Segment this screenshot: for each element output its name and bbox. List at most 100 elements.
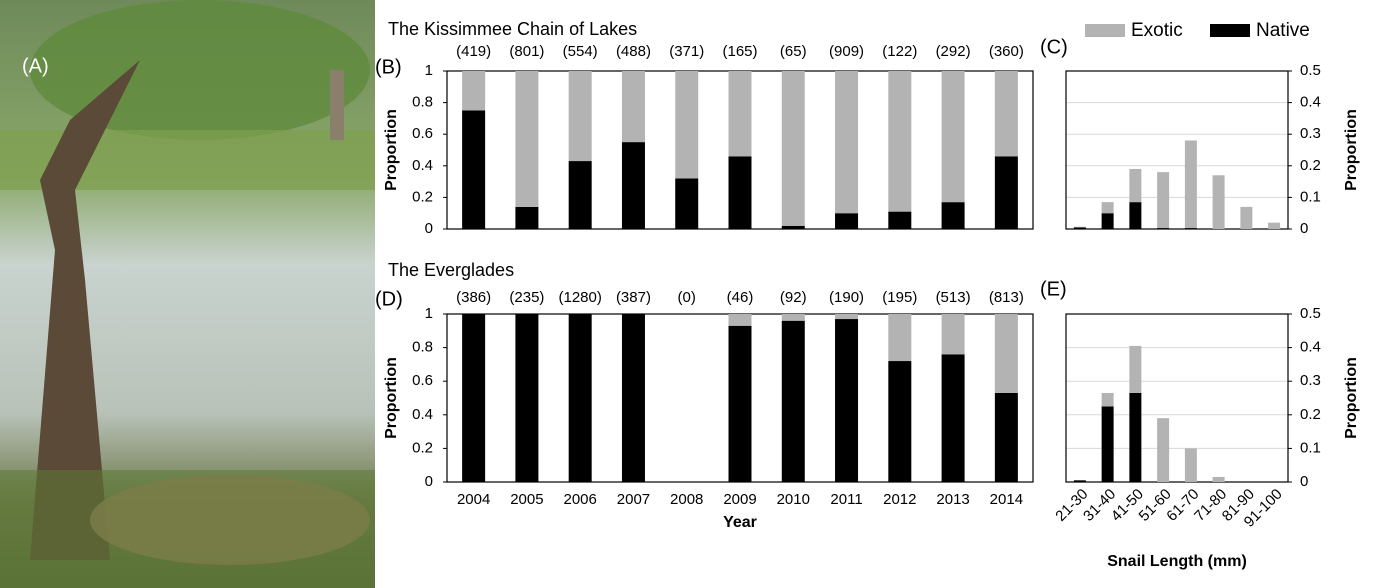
bar-segment (1157, 172, 1170, 229)
bar-segment (621, 142, 645, 229)
count-annotation: (419) (456, 43, 491, 60)
y-axis-label: Proportion (383, 357, 400, 439)
bar-segment (1129, 345, 1142, 393)
count-annotation: (292) (936, 43, 971, 60)
panel-label: (B) (375, 56, 402, 78)
panel-label: (D) (375, 288, 403, 310)
y-axis-label: Proportion (1343, 109, 1360, 191)
panel-label: (C) (1040, 36, 1068, 58)
bar-segment (728, 156, 752, 229)
count-annotation: (0) (678, 289, 696, 306)
count-annotation: (371) (669, 43, 704, 60)
y-tick-label: 0.8 (412, 339, 433, 356)
y-tick-label: 0 (1300, 220, 1308, 237)
y-tick-label: 0.2 (1300, 157, 1321, 174)
count-annotation: (92) (780, 289, 807, 306)
y-tick-label: 0.4 (412, 157, 433, 174)
y-tick-label: 0.4 (1300, 94, 1321, 111)
bar-segment (888, 211, 912, 229)
bar-segment (675, 71, 699, 179)
bar-segment (462, 71, 486, 111)
bar-segment (835, 213, 859, 229)
bar-segment (515, 314, 539, 482)
bar-segment (994, 392, 1018, 482)
chart-title: The Kissimmee Chain of Lakes (388, 19, 637, 39)
bar-segment (941, 314, 965, 355)
bar-segment (1212, 175, 1225, 229)
count-annotation: (235) (509, 289, 544, 306)
bar-segment (941, 354, 965, 482)
bar-segment (568, 314, 592, 482)
legend-label: Exotic (1131, 20, 1183, 41)
y-tick-label: 1 (425, 62, 433, 79)
count-annotation: (190) (829, 289, 864, 306)
bar-segment (568, 71, 592, 162)
bar-segment (941, 202, 965, 229)
count-annotation: (813) (989, 289, 1024, 306)
y-tick-label: 0.1 (1300, 188, 1321, 205)
bar-segment (1101, 202, 1114, 214)
x-tick-label: 2014 (990, 491, 1023, 508)
x-tick-label: 2004 (457, 491, 490, 508)
panel-label: (E) (1040, 278, 1067, 300)
x-axis-label: Snail Length (mm) (1107, 553, 1247, 570)
count-annotation: (165) (722, 43, 757, 60)
x-tick-label: 2013 (936, 491, 969, 508)
x-tick-label: 2005 (510, 491, 543, 508)
bar-segment (728, 71, 752, 157)
count-annotation: (360) (989, 43, 1024, 60)
bar-segment (1073, 226, 1086, 228)
legend-swatch (1210, 24, 1250, 37)
count-annotation: (386) (456, 289, 491, 306)
x-tick-label: 2012 (883, 491, 916, 508)
y-tick-label: 0.1 (1300, 439, 1321, 456)
bar-segment (994, 156, 1018, 229)
bar-segment (1129, 392, 1142, 482)
bar-segment (941, 71, 965, 203)
bar-segment (781, 320, 805, 482)
count-annotation: (909) (829, 43, 864, 60)
bar-segment (1101, 213, 1114, 229)
legend-label: Native (1256, 20, 1310, 41)
bar-segment (1129, 202, 1142, 229)
count-annotation: (387) (616, 289, 651, 306)
y-tick-label: 0.4 (412, 406, 433, 423)
x-tick-label: 2009 (723, 491, 756, 508)
y-tick-label: 0.3 (1300, 125, 1321, 142)
count-annotation: (122) (882, 43, 917, 60)
chart-title: The Everglades (388, 260, 514, 280)
bar-segment (462, 110, 486, 229)
bar-segment (1240, 206, 1253, 229)
bar-segment (781, 225, 805, 229)
bar-segment (1101, 406, 1114, 482)
bar-segment (1212, 476, 1225, 482)
bar-segment (1184, 228, 1197, 229)
x-tick-label: 2010 (777, 491, 810, 508)
bar-segment (1157, 228, 1170, 229)
count-annotation: (513) (936, 289, 971, 306)
y-axis-label: Proportion (1343, 357, 1360, 439)
x-tick-label: 2006 (563, 491, 596, 508)
bar-segment (621, 71, 645, 143)
y-tick-label: 0 (425, 473, 433, 490)
count-annotation: (554) (563, 43, 598, 60)
y-tick-label: 0 (1300, 473, 1308, 490)
y-tick-label: 0.4 (1300, 339, 1321, 356)
bar-segment (462, 314, 486, 482)
y-tick-label: 0.5 (1300, 305, 1321, 322)
y-tick-label: 0.3 (1300, 372, 1321, 389)
bar-segment (568, 161, 592, 229)
bar-segment (1129, 168, 1142, 203)
y-axis-label: Proportion (383, 109, 400, 191)
bar-segment (888, 71, 912, 212)
plot-frame (1065, 70, 1289, 230)
y-tick-label: 0.5 (1300, 62, 1321, 79)
bar-segment (835, 314, 859, 320)
y-tick-label: 0.2 (412, 439, 433, 456)
y-tick-label: 0.6 (412, 125, 433, 142)
bar-segment (1268, 222, 1281, 229)
plot-frame (1065, 313, 1289, 483)
bar-segment (835, 71, 859, 214)
bar-segment (781, 314, 805, 321)
